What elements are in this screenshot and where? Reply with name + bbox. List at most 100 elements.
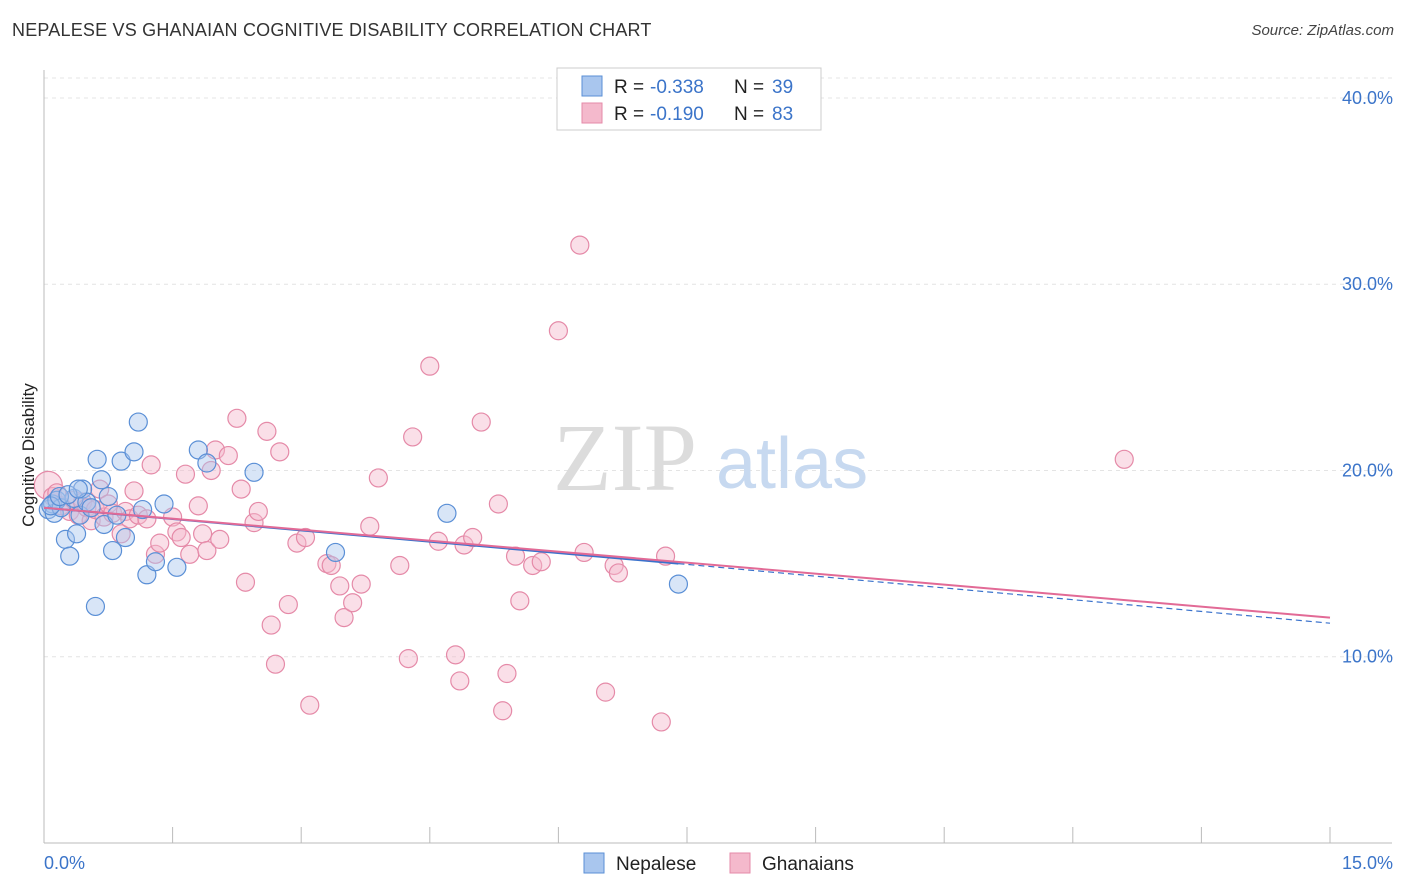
ghanaians-point bbox=[608, 563, 629, 583]
nepalese-point bbox=[124, 442, 144, 462]
ghanaians-point bbox=[261, 615, 281, 635]
nepalese-point bbox=[167, 557, 187, 577]
y-tick-labels: 10.0% 20.0% 30.0% 40.0% bbox=[1342, 88, 1393, 667]
ghanaians-point bbox=[398, 648, 418, 669]
nepalese-point bbox=[94, 514, 114, 535]
ghanaians-point bbox=[231, 479, 251, 499]
ghanaians-point bbox=[570, 235, 590, 255]
ghanaians-point bbox=[450, 671, 470, 691]
ghanaians-point bbox=[278, 594, 298, 615]
chart-title: NEPALESE VS GHANAIAN COGNITIVE DISABILIT… bbox=[12, 20, 652, 40]
ghanaians-point bbox=[145, 544, 166, 564]
watermark: ZIP atlas bbox=[553, 404, 868, 511]
series-legend-label: Nepalese bbox=[616, 854, 696, 875]
ghanaians-point bbox=[445, 645, 466, 665]
ghanaians-point bbox=[193, 524, 213, 544]
y-tick-label: 20.0% bbox=[1342, 460, 1393, 480]
x-tick-labels: 0.0% 15.0% bbox=[44, 853, 1393, 873]
nepalese-point bbox=[325, 542, 346, 563]
nepalese-point bbox=[58, 485, 78, 505]
nepalese-point bbox=[85, 596, 106, 617]
ghanaians-point bbox=[270, 442, 290, 462]
watermark-atlas: atlas bbox=[716, 424, 868, 504]
nepalese-point bbox=[60, 546, 80, 566]
ghanaians-point bbox=[343, 593, 363, 613]
ghanaians-point bbox=[248, 501, 268, 522]
nepalese-point bbox=[154, 494, 174, 514]
series-legend-swatch bbox=[729, 852, 751, 874]
ghanaians-point bbox=[368, 468, 388, 488]
ghanaians-point bbox=[351, 574, 371, 594]
watermark-zip: ZIP bbox=[553, 404, 697, 511]
ghanaians-point bbox=[227, 408, 247, 428]
ghanaians-trend-line bbox=[43, 506, 1331, 619]
ghanaians-point bbox=[295, 527, 316, 548]
ghanaians-point bbox=[197, 540, 217, 561]
ghanaians-point bbox=[300, 695, 320, 715]
nepalese-point bbox=[128, 412, 148, 432]
stats-legend-n-value: 83 bbox=[772, 104, 793, 125]
ghanaians-point bbox=[150, 533, 170, 553]
stats-legend-n-value: 39 bbox=[772, 77, 793, 98]
ghanaians-point bbox=[403, 427, 423, 447]
nepalese-point bbox=[197, 453, 217, 473]
ghanaians-point bbox=[265, 654, 286, 674]
nepalese-point bbox=[87, 449, 107, 469]
nepalese-point bbox=[102, 540, 123, 561]
ghanaians-point bbox=[171, 527, 191, 548]
series-legend-swatch bbox=[583, 852, 605, 874]
nepalese-point bbox=[98, 486, 118, 507]
ghanaians-point bbox=[188, 496, 208, 516]
nepalese-trend-extension bbox=[678, 563, 1331, 624]
ghanaians-point bbox=[651, 712, 671, 732]
ghanaians-point bbox=[257, 421, 277, 441]
nepalese-point bbox=[68, 479, 88, 499]
y-axis-title: Cognitive Disability bbox=[19, 383, 38, 527]
gridlines bbox=[44, 77, 1392, 658]
nepalese-point bbox=[132, 499, 153, 520]
ghanaians-point bbox=[137, 509, 157, 529]
stats-legend-swatch bbox=[581, 102, 603, 124]
ghanaians-point bbox=[210, 529, 230, 549]
trend-lines bbox=[43, 506, 1331, 624]
ghanaians-point bbox=[141, 455, 161, 475]
stats-legend-n-label: N = bbox=[734, 77, 764, 98]
ghanaians-point bbox=[175, 464, 196, 484]
nepalese-point bbox=[111, 451, 131, 471]
ghanaians-point bbox=[595, 682, 616, 702]
y-tick-label: 30.0% bbox=[1342, 274, 1393, 294]
ghanaians-point bbox=[463, 527, 483, 548]
stats-legend-swatch bbox=[581, 75, 603, 97]
ghanaians-point bbox=[390, 555, 410, 576]
stats-legend-n-label: N = bbox=[734, 104, 764, 125]
ghanaians-point bbox=[488, 494, 508, 514]
nepalese-point bbox=[91, 470, 112, 490]
stats-legend-r-label: R = bbox=[614, 77, 644, 98]
ghanaians-point bbox=[218, 445, 238, 466]
ghanaians-point bbox=[360, 516, 380, 536]
nepalese-point bbox=[115, 527, 136, 548]
stats-legend-r-value: -0.190 bbox=[650, 104, 704, 125]
stats-legend-r-label: R = bbox=[614, 104, 644, 125]
ghanaians-point bbox=[420, 356, 440, 376]
axes bbox=[43, 70, 1392, 844]
stats-legend: R = -0.338 N = 39 R = -0.190 N = 83 bbox=[556, 67, 822, 131]
ghanaians-point bbox=[510, 591, 530, 611]
ghanaians-point bbox=[124, 481, 144, 501]
nepalese-point bbox=[145, 552, 166, 572]
ghanaians-point bbox=[531, 552, 551, 572]
nepalese-points bbox=[38, 412, 689, 617]
x-tick-label-min: 0.0% bbox=[44, 853, 85, 873]
series-legend: Nepalese Ghanaians bbox=[583, 852, 854, 875]
ghanaians-point bbox=[548, 321, 569, 341]
nepalese-point bbox=[668, 574, 689, 594]
stats-legend-r-value: -0.338 bbox=[650, 77, 704, 98]
ghanaians-point bbox=[235, 572, 256, 592]
x-tick-label-max: 15.0% bbox=[1342, 853, 1393, 873]
y-tick-label: 10.0% bbox=[1342, 647, 1393, 667]
nepalese-point bbox=[66, 524, 87, 544]
nepalese-point bbox=[244, 462, 264, 482]
source-label: Source: ZipAtlas.com bbox=[1251, 22, 1394, 39]
nepalese-point bbox=[437, 503, 457, 523]
